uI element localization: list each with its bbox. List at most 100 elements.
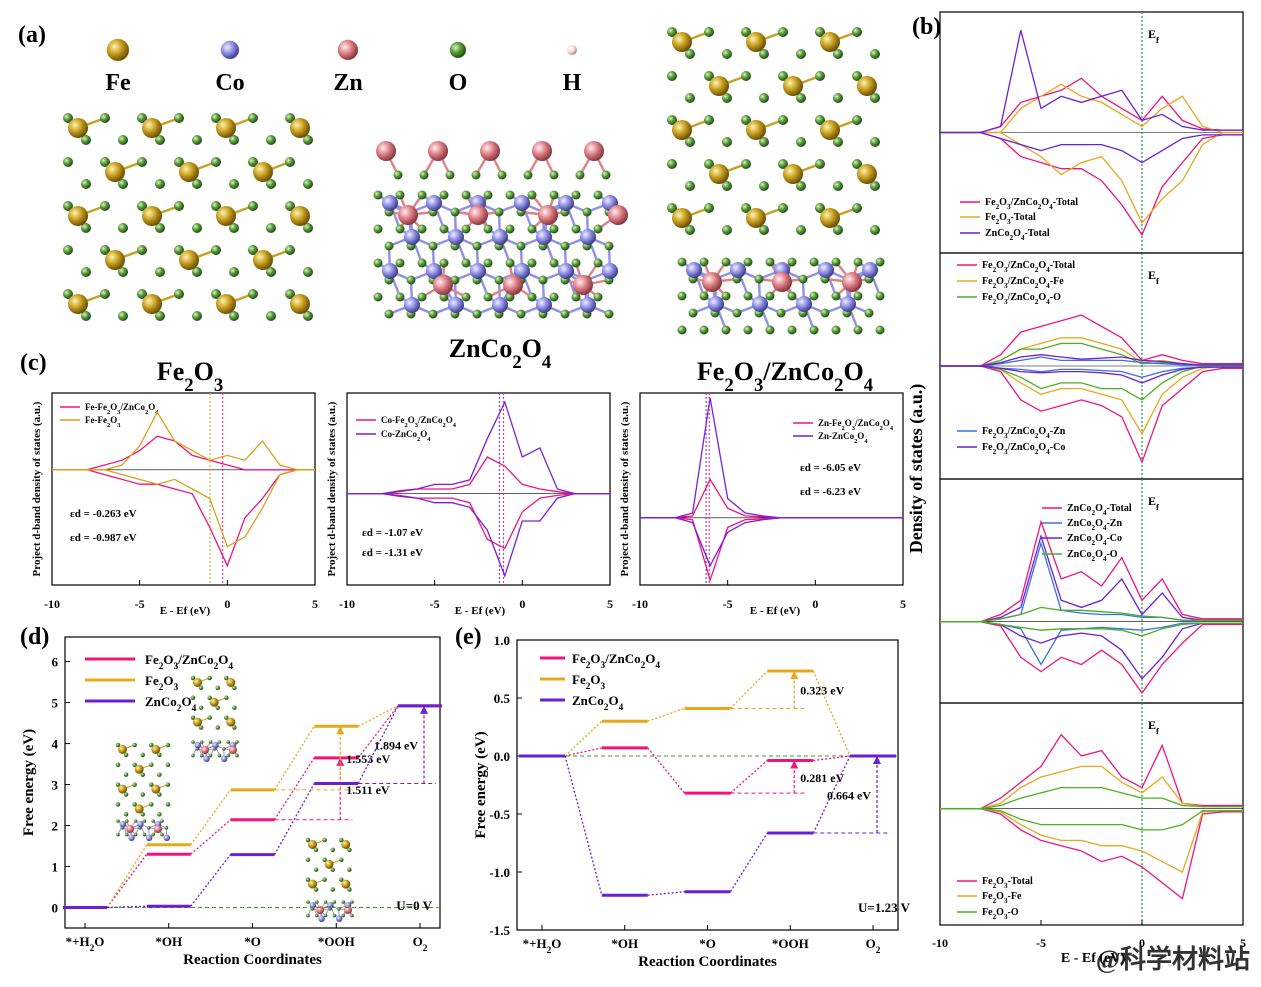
y-tick-label: 1 <box>52 860 59 875</box>
atom <box>833 49 843 59</box>
atom <box>428 241 438 251</box>
atom <box>305 837 311 843</box>
atom <box>741 203 751 213</box>
atom <box>118 223 128 233</box>
atom <box>558 263 574 279</box>
legend-label: Fe2O3-O <box>982 907 1019 921</box>
atom <box>699 257 709 267</box>
atom <box>336 915 343 922</box>
y-tick-label: 5 <box>52 696 59 711</box>
atom <box>341 900 346 904</box>
atom <box>384 309 394 319</box>
atom <box>428 141 448 161</box>
atom <box>232 705 237 710</box>
atom <box>215 705 220 710</box>
dos-curve <box>52 469 315 548</box>
atom <box>192 223 202 233</box>
atom <box>853 325 863 335</box>
atom <box>778 203 788 213</box>
atom <box>704 71 714 81</box>
atom <box>192 311 202 321</box>
atom <box>875 291 885 301</box>
connector <box>357 705 399 759</box>
panel-label: (c) <box>20 350 47 376</box>
plot-frame <box>346 392 611 586</box>
atom <box>759 49 769 59</box>
x-tick-label: 5 <box>312 597 318 611</box>
atom <box>722 93 732 103</box>
atom <box>226 740 230 744</box>
atom <box>100 113 110 123</box>
atom <box>514 263 530 279</box>
connector <box>273 783 315 855</box>
atom <box>123 752 129 758</box>
atom <box>203 755 210 762</box>
atom <box>516 309 526 319</box>
legend-label: Fe2O3/ZnCo2O4-Co <box>982 442 1065 456</box>
atom <box>580 229 596 245</box>
y-axis-label: Free energy (eV) <box>21 729 37 836</box>
atom <box>672 32 692 52</box>
atom <box>759 137 769 147</box>
atom <box>536 297 552 313</box>
y-tick-label: -0.5 <box>489 807 510 822</box>
atom <box>157 752 162 758</box>
connector <box>647 747 686 794</box>
atom <box>704 203 714 213</box>
atom <box>373 190 383 200</box>
atom <box>115 802 121 807</box>
limiting-label: 0.664 eV <box>827 789 871 803</box>
atom <box>132 802 137 807</box>
panel-label: (b) <box>912 14 941 40</box>
dos-curve <box>640 517 903 568</box>
atom <box>149 742 154 748</box>
arrow-head <box>420 705 428 714</box>
legend-label: ZnCo2O4 <box>145 694 197 714</box>
atom <box>332 913 337 918</box>
structure-label: ZnCo2O4 <box>449 334 552 373</box>
atom <box>558 195 574 211</box>
atom <box>118 179 128 189</box>
legend-label: Fe2O3-Fe <box>982 891 1022 905</box>
fermi-label: Ef <box>1148 27 1159 45</box>
atom <box>313 887 319 892</box>
atom <box>308 879 317 889</box>
atom <box>480 141 500 161</box>
connector <box>106 853 148 908</box>
atom <box>571 292 581 302</box>
atom <box>115 762 121 768</box>
atom <box>809 325 819 335</box>
legend-label: Zn-Fe2O3/ZnCo2O4 <box>818 418 894 432</box>
d-band-label: εd = -0.987 eV <box>70 532 137 544</box>
atom <box>471 170 481 180</box>
atom <box>833 181 843 191</box>
legend-label: ZnCo2O4-Total <box>1067 503 1132 517</box>
atom-label: O <box>449 70 468 96</box>
atom-swatch <box>337 39 359 61</box>
atom <box>852 27 862 37</box>
y-axis-label: Density of states (a.u.) <box>906 384 927 553</box>
atom <box>68 206 88 226</box>
atom <box>118 267 128 277</box>
legend-label: Fe2O3 <box>145 673 179 693</box>
x-tick-label: -10 <box>44 597 60 611</box>
atom <box>100 157 110 167</box>
connector <box>357 705 399 727</box>
atom <box>140 772 145 777</box>
legend-label: ZnCo2O4 <box>572 693 624 713</box>
dos-curve <box>940 765 1243 810</box>
atom <box>398 205 418 225</box>
atom <box>842 272 862 292</box>
atom <box>704 159 714 169</box>
atom <box>796 137 806 147</box>
atom <box>222 747 226 751</box>
x-tick-label: 5 <box>1240 936 1246 950</box>
arrow-head <box>873 756 881 764</box>
x-tick-label: 0 <box>519 597 525 611</box>
atom <box>593 190 603 200</box>
atom <box>137 289 147 299</box>
atom <box>602 263 618 279</box>
legend-label: Fe2O3-Total <box>982 876 1033 890</box>
atom <box>778 115 788 125</box>
